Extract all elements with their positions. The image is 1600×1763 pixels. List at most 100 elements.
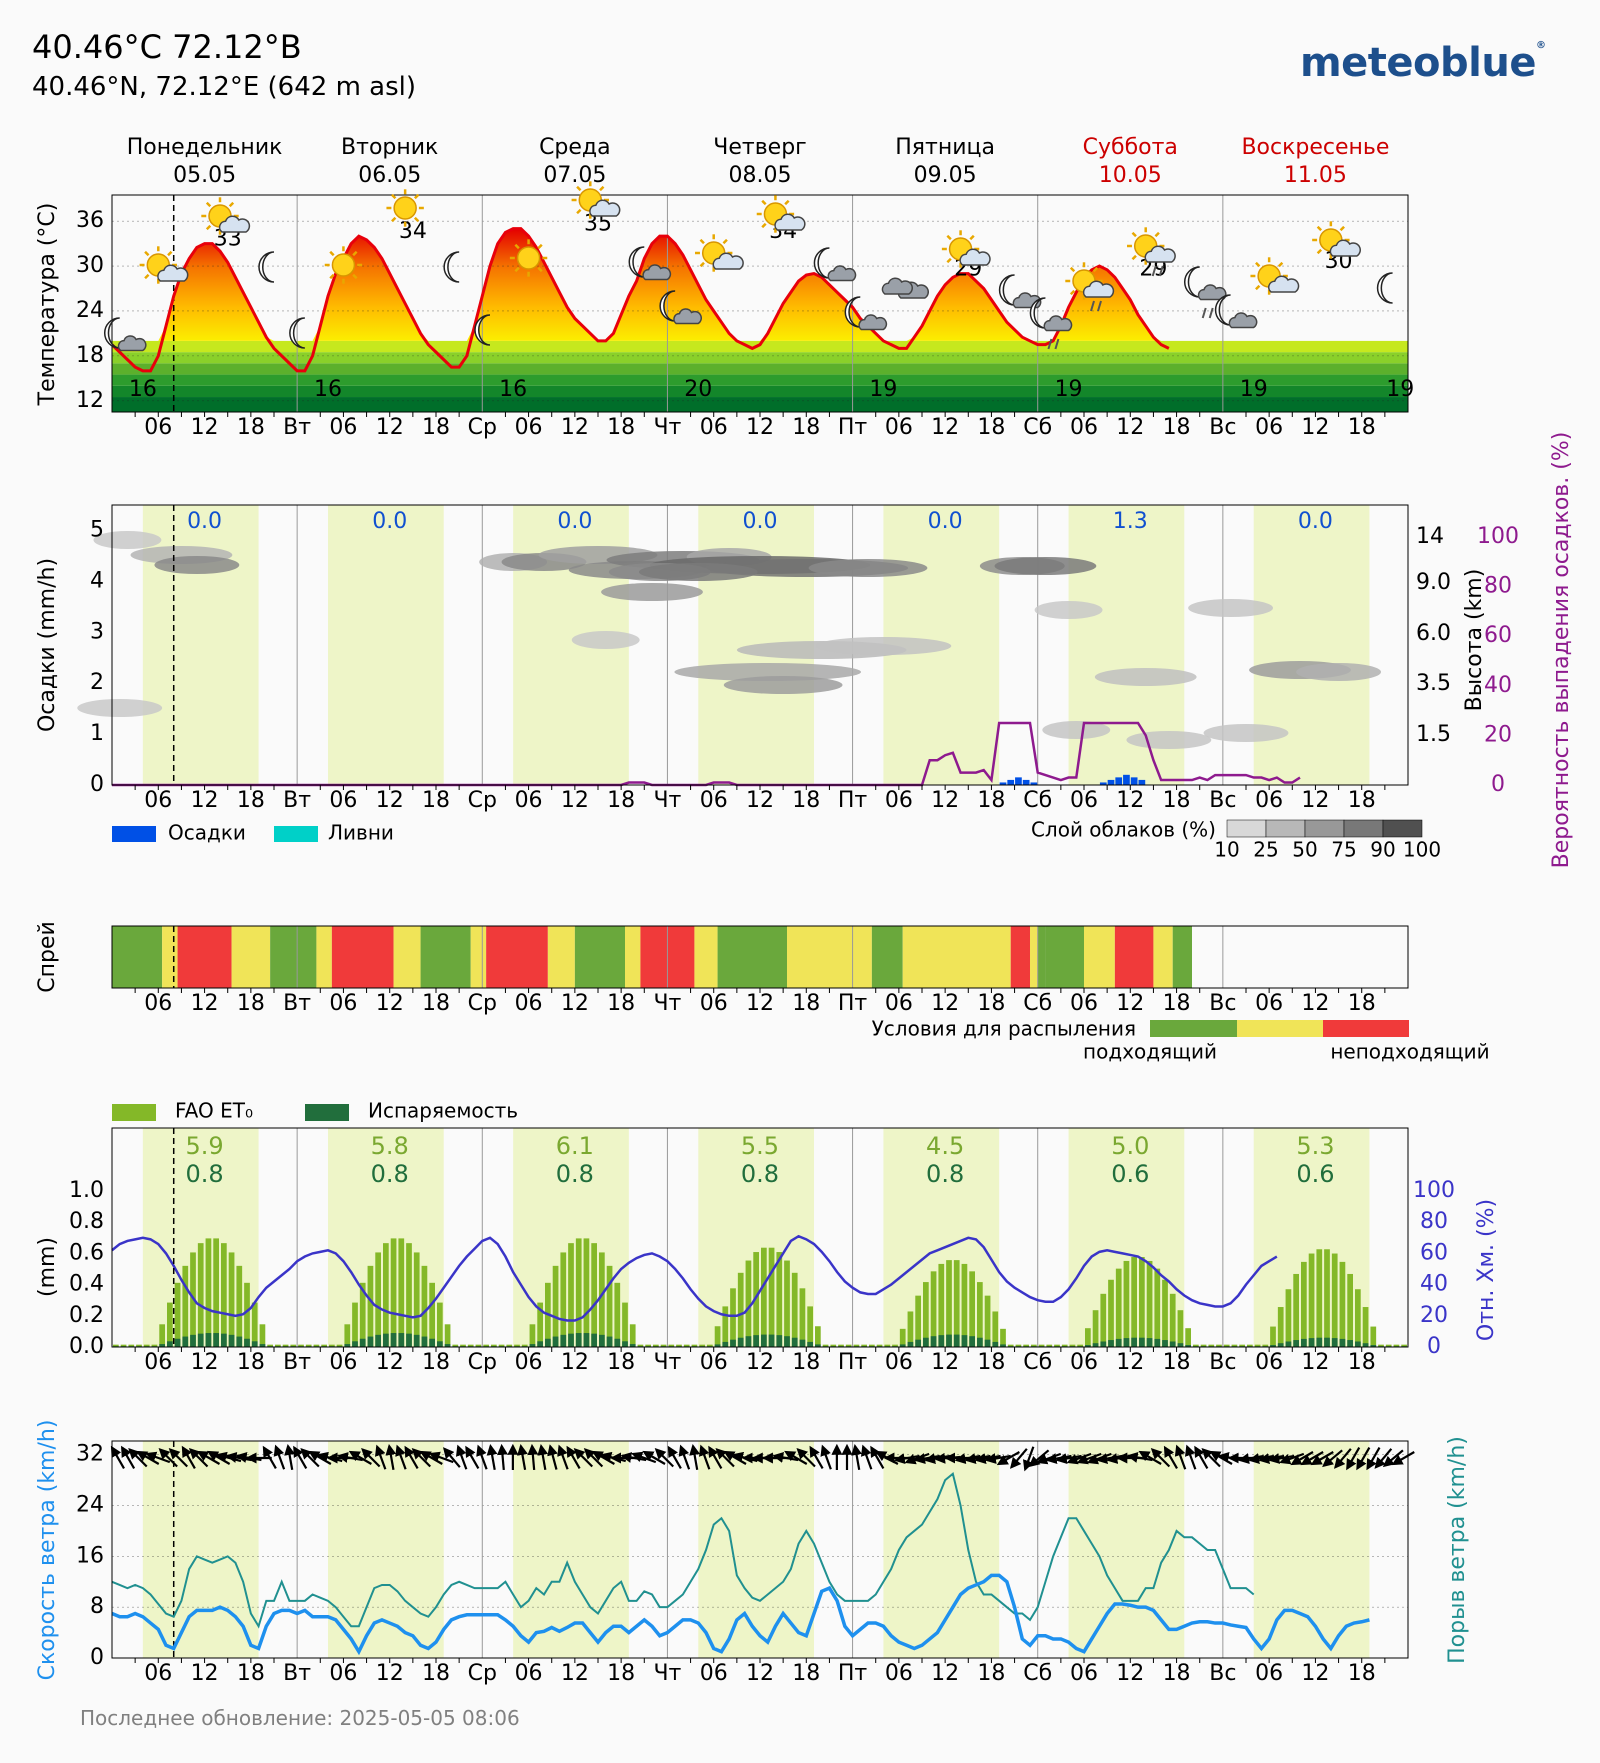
sun-ray [946, 257, 952, 264]
fao-et0-bar [961, 1263, 968, 1347]
fao-et0-bar [1231, 1344, 1238, 1347]
wind-day-tick-label: Пт [838, 1661, 868, 1686]
spray-hour-tick-label: 06 [885, 991, 913, 1016]
precip-day-tick-label: Чт [653, 788, 681, 813]
meteoblue-logo[interactable]: meteoblue® [1300, 40, 1546, 86]
precip-daylight-band [328, 505, 444, 785]
wind-direction-arrow [262, 1445, 277, 1469]
precip-y-tick-label: 5 [90, 517, 104, 542]
spray-segment-unsuitable [331, 926, 394, 988]
fao-et0-bar [205, 1238, 212, 1347]
et-hour-tick-label: 12 [931, 1350, 959, 1375]
spray-segment-moderate [393, 926, 421, 988]
day-date-label: 06.05 [358, 163, 421, 188]
fao-et0-bar [390, 1238, 397, 1347]
spray-legend-unsuitable [1323, 1020, 1409, 1037]
precip-hour-tick-label: 06 [885, 788, 913, 813]
evaporation-bar [745, 1336, 752, 1347]
sun-ray [1069, 266, 1076, 273]
precip-hour-tick-label: 06 [144, 788, 172, 813]
precip-hour-tick-label: 12 [1116, 788, 1144, 813]
spray-hour-tick-label: 12 [1301, 991, 1329, 1016]
spray-segment-suitable [871, 926, 903, 988]
fao-et0-bar [375, 1252, 381, 1347]
cloud-layer-patch [1034, 601, 1103, 619]
fao-et0-bar [359, 1282, 366, 1347]
daily-fao-total: 4.5 [926, 1132, 964, 1160]
fao-et0-bar [313, 1344, 320, 1347]
et-hour-tick-label: 06 [1070, 1350, 1098, 1375]
humidity-tick-label: 80 [1420, 1209, 1448, 1234]
cloud-layer-patch [77, 699, 163, 717]
fao-et0-bar [645, 1344, 651, 1347]
page-subtitle: 40.46°N, 72.12°E (642 m asl) [32, 72, 417, 102]
gust-axis-label: Порыв ветра (km/h) [1445, 1436, 1470, 1664]
wind-y-tick-label: 16 [76, 1543, 104, 1568]
evaporation-bar [899, 1344, 906, 1347]
evaporation-bar [1085, 1345, 1091, 1347]
height-tick-label: 9.0 [1416, 570, 1451, 595]
spray-hour-tick-label: 18 [1348, 991, 1376, 1016]
et-hour-tick-label: 18 [1348, 1350, 1376, 1375]
precip-hour-tick-label: 18 [237, 788, 265, 813]
sun-ray [1316, 248, 1323, 255]
spray-hour-tick-label: 12 [561, 991, 589, 1016]
fao-et0-bar [506, 1344, 513, 1347]
fao-et0-bar [1069, 1344, 1076, 1347]
wind-daylight-band [698, 1441, 814, 1658]
precip-day-tick-label: Пт [838, 788, 868, 813]
fao-et0-bar [691, 1344, 698, 1347]
height-tick-label: 14 [1416, 524, 1444, 549]
et-hour-tick-label: 18 [977, 1350, 1005, 1375]
sun-ray [413, 193, 420, 200]
evaporation-bar [182, 1336, 189, 1347]
daily-evap-total: 0.8 [926, 1160, 964, 1188]
cloud-layer-patch [93, 531, 162, 549]
temp-hour-tick-label: 18 [607, 415, 635, 440]
fao-et0-bar [1185, 1328, 1191, 1347]
fao-et0-bar [321, 1344, 327, 1347]
evaporation-bar [1285, 1341, 1292, 1347]
sun-ray [1255, 261, 1261, 268]
evaporation-bar [1316, 1337, 1323, 1347]
fao-et0-bar [938, 1263, 945, 1347]
spray-legend-moderate [1237, 1020, 1323, 1037]
wind-direction-arrow [1391, 1451, 1415, 1466]
fao-et0-bar [722, 1306, 729, 1347]
precip-hour-tick-label: 06 [1255, 788, 1283, 813]
evaporation-bar [167, 1341, 173, 1347]
evaporation-bar [923, 1337, 929, 1347]
et-day-tick-label: Сб [1023, 1350, 1052, 1375]
precip-bar [999, 782, 1007, 785]
evaporation-bar [629, 1344, 636, 1347]
spray-day-tick-label: Вс [1209, 991, 1236, 1016]
evaporation-bar [221, 1333, 227, 1347]
cloud-icon [1197, 284, 1227, 301]
temp-hour-tick-label: 12 [561, 415, 589, 440]
wind-y-tick-label: 24 [76, 1493, 104, 1518]
fao-et0-bar [336, 1344, 343, 1347]
fao-et0-bar [344, 1324, 351, 1347]
fao-et0-bar [298, 1344, 304, 1347]
fao-et0-bar [853, 1344, 860, 1347]
evaporation-bar [1146, 1338, 1153, 1347]
spray-segment-unsuitable [1114, 926, 1154, 988]
cloud-legend-swatch [1343, 819, 1384, 838]
spray-segment-moderate [470, 926, 487, 988]
temp-hour-tick-label: 06 [1255, 415, 1283, 440]
wind-direction-arrow [284, 1444, 295, 1471]
fao-et0-bar [514, 1344, 520, 1347]
evaporation-bar [938, 1335, 945, 1347]
fao-et0-bar [1061, 1344, 1068, 1347]
wind-direction-arrow [642, 1450, 666, 1465]
temp-min-label: 16 [129, 377, 157, 402]
temp-hour-tick-label: 12 [1116, 415, 1144, 440]
fao-et0-bar [221, 1243, 227, 1347]
precip-y-tick-label: 0 [90, 772, 104, 797]
day-name-label: Вторник [341, 135, 438, 160]
fao-et0-bar [668, 1344, 675, 1347]
temp-y-tick-label: 36 [76, 208, 104, 233]
precip-hour-tick-label: 06 [1070, 788, 1098, 813]
wind-direction-arrow [1163, 1445, 1178, 1469]
cloud-legend-tick-label: 50 [1292, 838, 1317, 862]
